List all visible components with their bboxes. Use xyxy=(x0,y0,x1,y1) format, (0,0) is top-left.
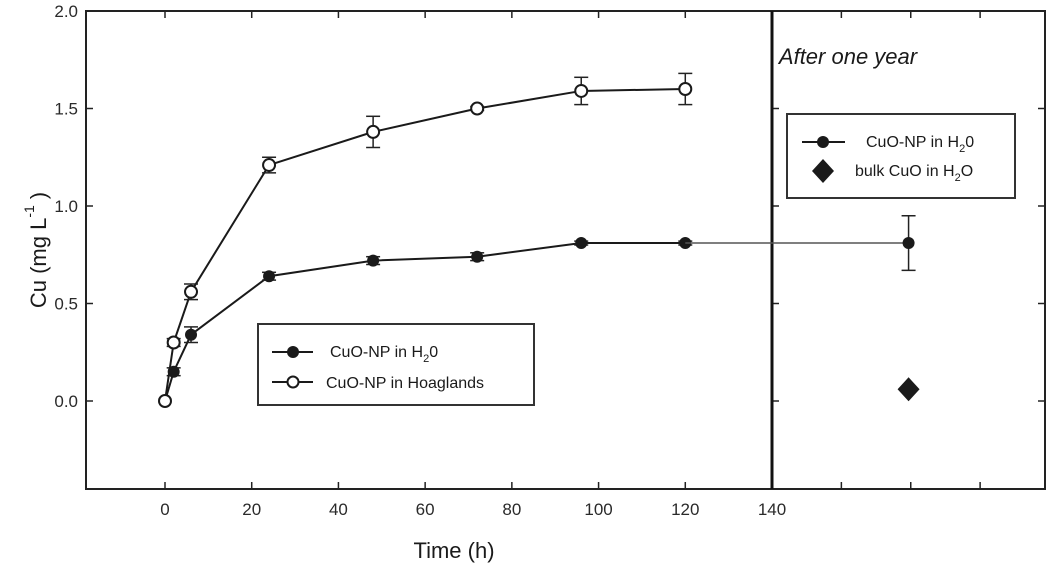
filled-circle-marker-icon xyxy=(367,254,380,267)
legend-entry-hoaglands: CuO-NP in Hoaglands xyxy=(272,375,484,392)
annotation-after-one-year: After one year xyxy=(777,44,919,69)
filled-circle-marker-icon xyxy=(287,346,299,358)
open-circle-marker-icon xyxy=(184,284,199,299)
filled-circle-marker-icon xyxy=(263,270,276,283)
y-tick-label: 1.5 xyxy=(54,100,78,119)
open-circle-marker-icon xyxy=(574,83,589,98)
svg-text:CuO-NP in Hoaglands: CuO-NP in Hoaglands xyxy=(326,375,484,392)
open-circle-marker-icon xyxy=(470,101,485,116)
filled-circle-marker-icon xyxy=(185,328,198,341)
y-tick-label: 1.0 xyxy=(54,197,78,216)
x-axis-title: Time (h) xyxy=(413,538,494,563)
filled-circle-marker-icon xyxy=(575,237,588,250)
y-axis-title: Cu (mg L-1) xyxy=(21,192,51,308)
diamond-marker-icon xyxy=(897,377,920,402)
filled-circle-marker-icon xyxy=(471,250,484,263)
legend-right: CuO-NP in H20 bulk CuO in H2O xyxy=(786,113,1016,199)
diamond-marker-icon xyxy=(812,159,834,183)
y-axis-title-sup: -1 xyxy=(21,205,37,218)
axes: 0 20 40 60 80 100 120 140 0.0 0.5 1.0 1.5 2.0 xyxy=(54,2,1046,519)
open-circle-marker-icon xyxy=(366,124,381,139)
y-tick-label: 2.0 xyxy=(54,2,78,21)
open-circle-marker-icon xyxy=(158,394,172,408)
svg-text:bulk CuO in H2O: bulk CuO in H2O xyxy=(855,163,973,184)
filled-circle-marker-icon xyxy=(902,237,915,250)
open-circle-marker-icon xyxy=(262,158,277,173)
legend-left: CuO-NP in H20 CuO-NP in Hoaglands xyxy=(257,323,535,406)
x-tick-label: 0 xyxy=(160,500,169,519)
series-1 xyxy=(158,72,693,408)
x-tick-label: 100 xyxy=(584,500,612,519)
x-tick-label: 20 xyxy=(242,500,261,519)
y-tick-label: 0.0 xyxy=(54,392,78,411)
x-tick-label: 60 xyxy=(416,500,435,519)
svg-text:CuO-NP in H20: CuO-NP in H20 xyxy=(330,344,438,365)
y-axis-title-close: ) xyxy=(26,192,51,199)
series-3 xyxy=(897,377,920,402)
open-circle-marker-icon xyxy=(286,375,300,389)
open-circle-marker-icon xyxy=(166,335,181,350)
legend-entry-bulk: bulk CuO in H2O xyxy=(812,159,973,184)
legend-entry-h2o: CuO-NP in H20 xyxy=(272,344,438,365)
filled-circle-marker-icon xyxy=(817,136,829,148)
x-tick-label: 80 xyxy=(502,500,521,519)
x-tick-label: 120 xyxy=(671,500,699,519)
data-series xyxy=(158,72,920,408)
svg-text:CuO-NP in H20: CuO-NP in H20 xyxy=(866,134,974,155)
y-tick-label: 0.5 xyxy=(54,295,78,314)
svg-text:Cu (mg L-1): Cu (mg L-1) xyxy=(21,192,51,308)
x-tick-label: 140 xyxy=(758,500,786,519)
legend-entry-np-h2o: CuO-NP in H20 xyxy=(802,134,974,155)
series-line xyxy=(164,242,686,402)
series-2 xyxy=(685,215,916,272)
y-axis-title-main: Cu (mg L xyxy=(26,218,51,308)
x-tick-label: 40 xyxy=(329,500,348,519)
open-circle-marker-icon xyxy=(678,82,693,96)
series-line xyxy=(164,88,686,402)
plot-frame xyxy=(85,10,1046,490)
